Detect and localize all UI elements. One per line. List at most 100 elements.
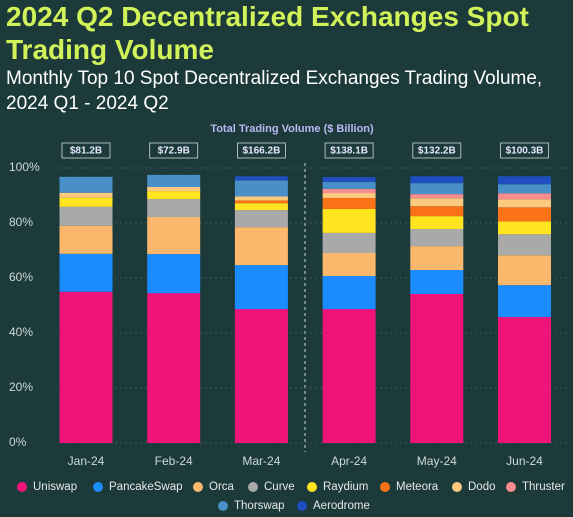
legend-label: Raydium xyxy=(323,481,368,493)
bar-segment xyxy=(498,176,551,185)
x-tick-label: Jan-24 xyxy=(68,454,105,468)
bar-segment xyxy=(147,199,201,217)
bar-segment xyxy=(59,253,113,292)
legend-label: Aerodrome xyxy=(313,500,370,512)
legend-label: PancakeSwap xyxy=(109,481,183,493)
x-tick-label: May-24 xyxy=(417,454,457,468)
y-tick-label: 0% xyxy=(9,435,27,449)
bar-segment xyxy=(322,177,376,183)
bar-segment xyxy=(59,192,113,198)
bar-segment xyxy=(322,208,376,233)
bar-segment xyxy=(322,276,376,310)
legend-marker xyxy=(452,482,462,492)
total-label-box xyxy=(149,142,199,159)
x-tick-label: Apr-24 xyxy=(331,454,367,468)
total-label: $132.2B xyxy=(418,146,456,157)
bar-segment xyxy=(234,203,288,211)
bar-segment xyxy=(410,229,464,247)
legend-marker xyxy=(93,482,103,492)
total-label: $138.1B xyxy=(330,146,368,157)
bar-segment xyxy=(410,293,464,443)
bar-segment xyxy=(498,255,551,286)
bar-segment xyxy=(147,174,201,187)
x-tick-label: Feb-24 xyxy=(155,454,193,468)
bar-segment xyxy=(147,293,201,443)
legend-marker xyxy=(506,482,516,492)
bar-segment xyxy=(410,176,464,184)
y-tick-label: 20% xyxy=(9,380,33,394)
bar-segment xyxy=(322,252,376,277)
bar-segment xyxy=(234,210,288,228)
legend-marker xyxy=(248,482,258,492)
bar-segment xyxy=(147,254,201,294)
legend-label: Thorswap xyxy=(234,500,285,512)
bar-segment xyxy=(498,234,551,256)
bar-segment xyxy=(59,225,113,254)
x-tick-label: Jun-24 xyxy=(506,454,543,468)
total-label: $166.2B xyxy=(242,146,280,157)
legend-label: Meteora xyxy=(396,481,439,493)
y-tick-label: 80% xyxy=(9,215,33,229)
y-tick-label: 60% xyxy=(9,270,33,284)
total-label-box xyxy=(324,142,374,159)
bar-segment xyxy=(498,285,551,318)
total-label: $72.9B xyxy=(158,146,190,157)
bar-segment xyxy=(498,199,551,208)
totals-title: Total Trading Volume ($ Billion) xyxy=(210,123,374,135)
bar-segment xyxy=(59,291,113,443)
bar-segment xyxy=(234,180,288,197)
bar-segment xyxy=(59,197,113,207)
bar-segment xyxy=(410,194,464,199)
total-label: $81.2B xyxy=(70,146,102,157)
bar-segment xyxy=(322,188,376,194)
bar-segment xyxy=(322,232,376,253)
bar-segment xyxy=(498,184,551,194)
total-label-box xyxy=(236,142,286,159)
bar-segment xyxy=(410,246,464,271)
bar-segment xyxy=(410,198,464,207)
bar-segment xyxy=(234,176,288,181)
y-tick-label: 40% xyxy=(9,325,33,339)
bar-segment xyxy=(410,206,464,217)
bar-segment xyxy=(59,206,113,226)
bar-segment xyxy=(234,265,288,310)
legend-marker xyxy=(307,482,317,492)
chart-subtitle: Monthly Top 10 Spot Decentralized Exchan… xyxy=(6,68,543,114)
bar-segment xyxy=(498,207,551,222)
bar-segment xyxy=(322,193,376,198)
legend-marker xyxy=(17,482,27,492)
bar-segment xyxy=(410,216,464,230)
bar-segment xyxy=(498,193,551,200)
legend-label: Thruster xyxy=(522,481,565,493)
total-label-box xyxy=(412,142,462,159)
bar-segment xyxy=(322,197,376,209)
bar-segment xyxy=(234,227,288,266)
bar-segment xyxy=(59,176,113,193)
x-tick-label: Mar-24 xyxy=(242,454,280,468)
bar-segment xyxy=(147,191,201,200)
bar-segment xyxy=(410,183,464,195)
bar-segment xyxy=(498,221,551,235)
legend-label: Orca xyxy=(209,481,235,493)
legend-marker xyxy=(380,482,390,492)
bar-segment xyxy=(322,182,376,189)
legend-label: Dodo xyxy=(468,481,496,493)
bar-segment xyxy=(498,317,551,443)
bar-segment xyxy=(234,200,288,204)
legend-marker xyxy=(297,501,307,511)
total-label-box xyxy=(500,142,549,159)
total-label-box xyxy=(61,142,111,159)
y-tick-label: 100% xyxy=(9,160,40,174)
legend-label: Uniswap xyxy=(33,481,77,493)
bar-segment xyxy=(410,270,464,294)
bar-segment xyxy=(322,309,376,443)
bar-segment xyxy=(234,309,288,443)
legend-marker xyxy=(193,482,203,492)
bar-segment xyxy=(234,196,288,201)
bar-segment xyxy=(147,216,201,255)
legend-label: Curve xyxy=(264,481,295,493)
chart-title: 2024 Q2 Decentralized Exchanges Spot Tra… xyxy=(6,1,529,65)
total-label: $100.3B xyxy=(506,146,544,157)
